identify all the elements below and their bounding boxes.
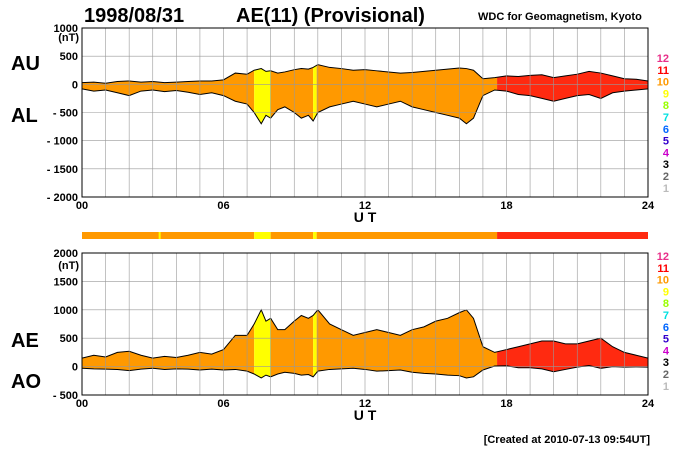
activity-segment-0 — [82, 309, 255, 378]
legend-entry: 4 — [663, 147, 670, 159]
source-label: WDC for Geomagnetism, Kyoto — [478, 11, 642, 23]
legend-entry: 10 — [657, 275, 669, 287]
legend-entry: 11 — [657, 263, 669, 275]
legend-entry: 7 — [663, 310, 669, 322]
chart-title: AE(11) (Provisional) — [236, 5, 425, 27]
legend-entry: 7 — [663, 112, 669, 124]
activity-segment-1 — [254, 309, 271, 378]
legend-entry: 12 — [657, 251, 669, 263]
au-al-grid — [82, 28, 648, 197]
ae-ao-xlabel: U T — [354, 407, 377, 423]
y-tick-label: - 1000 — [47, 136, 78, 148]
legend-entry: 10 — [657, 77, 669, 89]
x-tick-label: 00 — [76, 200, 88, 212]
ae-ao-ylabel: (nT) — [58, 260, 79, 272]
ae-ao-y-axis: 2000 1500 1000 500 0 - 500 — [53, 248, 78, 402]
legend-entry: 3 — [663, 159, 669, 171]
legend-entry: 6 — [663, 322, 669, 334]
x-tick-label: 12 — [359, 200, 371, 212]
legend-entry: 8 — [663, 298, 669, 310]
legend-entry: 4 — [663, 345, 670, 357]
x-tick-label: 24 — [642, 200, 655, 212]
ae-ao-plot-frame — [81, 252, 649, 396]
legend-entry: 9 — [663, 88, 669, 100]
y-tick-label: - 2000 — [47, 192, 78, 204]
y-tick-label: 1000 — [54, 23, 78, 35]
y-tick-label: 500 — [60, 333, 78, 345]
au-al-plot-frame — [81, 27, 649, 198]
legend-entry: 1 — [663, 381, 669, 393]
legend-entry: 9 — [663, 286, 669, 298]
y-tick-label: - 500 — [53, 108, 78, 120]
au-al-ylabel: (nT) — [58, 32, 79, 44]
x-tick-label: 00 — [76, 398, 88, 410]
activity-segment-2 — [270, 309, 314, 378]
ae-ao-grid — [82, 253, 648, 395]
au-al-x-axis: 00 06 12 18 24 — [76, 200, 655, 212]
activity-bar-segment-3 — [313, 232, 317, 239]
ae-label: AE — [11, 330, 39, 352]
activity-bar-segment-1 — [254, 232, 271, 239]
y-tick-label: 2000 — [54, 248, 78, 260]
x-tick-label: 06 — [217, 200, 229, 212]
y-tick-label: 1000 — [54, 305, 78, 317]
activity-level-bar — [82, 232, 648, 239]
ae-ao-x-axis: 00 06 12 18 24 — [76, 398, 655, 410]
activity-segment-3 — [313, 309, 317, 378]
created-timestamp: [Created at 2010-07-13 09:54UT] — [484, 434, 651, 446]
activity-bar-segment-4 — [316, 232, 498, 239]
x-tick-label: 18 — [500, 398, 512, 410]
ae-ao-panel: 2000 1500 1000 500 0 - 500 00 06 12 18 24 (nT) AE… — [11, 248, 655, 423]
activity-bar-mark — [158, 232, 161, 239]
y-tick-label: 500 — [60, 51, 78, 63]
y-tick-label: 0 — [72, 79, 78, 91]
au-al-y-axis: 1000 500 0 - 500 - 1000 - 1500 - 2000 — [47, 23, 78, 204]
legend-entry: 6 — [663, 124, 669, 136]
y-tick-label: - 500 — [53, 390, 78, 402]
legend-entry: 1 — [663, 183, 669, 195]
legend-entry: 12 — [657, 53, 669, 65]
y-tick-label: - 1500 — [47, 164, 78, 176]
activity-segment-4 — [316, 309, 498, 378]
legend-entry: 11 — [657, 65, 669, 77]
au-al-xlabel: U T — [354, 209, 377, 225]
activity-bar-segment-0 — [82, 232, 255, 239]
legend-entry: 5 — [663, 334, 669, 346]
activity-segment-1 — [254, 64, 271, 124]
legend-entry: 2 — [663, 369, 669, 381]
date-label: 1998/08/31 — [84, 5, 184, 27]
y-tick-label: 1500 — [54, 276, 78, 288]
legend-entry: 2 — [663, 171, 669, 183]
activity-bar-segment-2 — [270, 232, 314, 239]
legend-entry: 5 — [663, 136, 669, 148]
x-tick-label: 12 — [359, 398, 371, 410]
activity-segment-5 — [497, 309, 648, 378]
legend-entry: 3 — [663, 357, 669, 369]
y-tick-label: 0 — [72, 362, 78, 374]
ao-label: AO — [11, 371, 41, 393]
legend-entry: 8 — [663, 100, 669, 112]
au-label: AU — [11, 53, 40, 75]
activity-segment-3 — [313, 64, 317, 124]
x-tick-label: 06 — [217, 398, 229, 410]
x-tick-label: 18 — [500, 200, 512, 212]
al-label: AL — [11, 105, 38, 127]
activity-bar-segment-5 — [497, 232, 648, 239]
au-al-panel: 1000 500 0 - 500 - 1000 - 1500 - 2000 00 06 12 18… — [11, 23, 655, 225]
x-tick-label: 24 — [642, 398, 655, 410]
